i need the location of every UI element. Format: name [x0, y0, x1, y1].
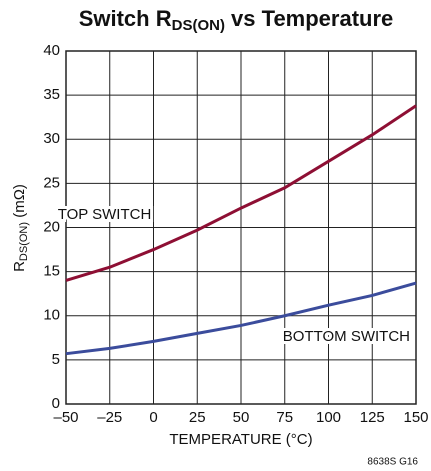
- y-tick-label: 15: [43, 263, 60, 280]
- y-label-rest: (mΩ): [11, 184, 28, 222]
- series-line: [65, 104, 417, 282]
- series-label: BOTTOM SWITCH: [283, 328, 410, 345]
- series-label: BOTTOM SWITCH: [283, 328, 410, 345]
- x-tick-label: –25: [97, 409, 122, 426]
- plot-frame: [65, 50, 417, 405]
- y-label-main: R: [11, 261, 28, 272]
- y-tick-label: 0: [52, 395, 60, 412]
- series-label: TOP SWITCH: [58, 206, 152, 223]
- x-tick-label: 125: [360, 409, 385, 426]
- x-axis-label: TEMPERATURE (°C): [169, 431, 312, 448]
- y-tick-label: 5: [52, 351, 60, 368]
- y-tick-label: 35: [43, 86, 60, 103]
- y-tick-label: 40: [43, 42, 60, 59]
- footnote: 8638S G16: [367, 457, 418, 468]
- x-tick-label: 25: [189, 409, 206, 426]
- y-label-subscript: DS(ON): [18, 222, 30, 261]
- chart-title: Switch RDS(ON) vs Temperature: [79, 6, 394, 34]
- x-tick-label: 75: [276, 409, 293, 426]
- x-tick-label: 150: [403, 409, 428, 426]
- title-main: Switch R: [79, 6, 172, 31]
- series-line: [65, 281, 417, 356]
- x-tick-label: 0: [149, 409, 157, 426]
- y-axis-label: RDS(ON) (mΩ): [11, 184, 30, 272]
- title-rest: vs Temperature: [225, 6, 393, 31]
- y-tick-label: 20: [43, 218, 60, 235]
- title-subscript: DS(ON): [172, 17, 225, 34]
- x-tick-label: –50: [53, 409, 78, 426]
- y-tick-label: 30: [43, 130, 60, 147]
- x-tick-label: 100: [316, 409, 341, 426]
- series-label: TOP SWITCH: [58, 206, 152, 223]
- x-tick-label: 50: [233, 409, 250, 426]
- y-tick-label: 25: [43, 174, 60, 191]
- y-tick-label: 10: [43, 307, 60, 324]
